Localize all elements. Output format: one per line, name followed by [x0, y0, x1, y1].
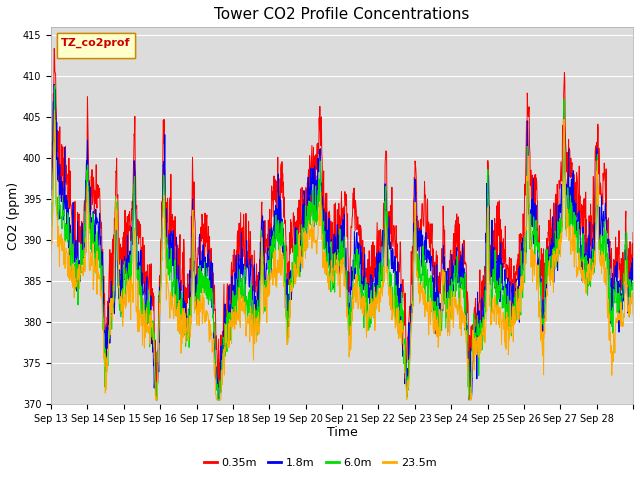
- Legend: 0.35m, 1.8m, 6.0m, 23.5m: 0.35m, 1.8m, 6.0m, 23.5m: [199, 453, 441, 472]
- Legend: : [56, 33, 135, 58]
- Y-axis label: CO2 (ppm): CO2 (ppm): [7, 181, 20, 250]
- Title: Tower CO2 Profile Concentrations: Tower CO2 Profile Concentrations: [214, 7, 470, 22]
- X-axis label: Time: Time: [326, 426, 357, 440]
